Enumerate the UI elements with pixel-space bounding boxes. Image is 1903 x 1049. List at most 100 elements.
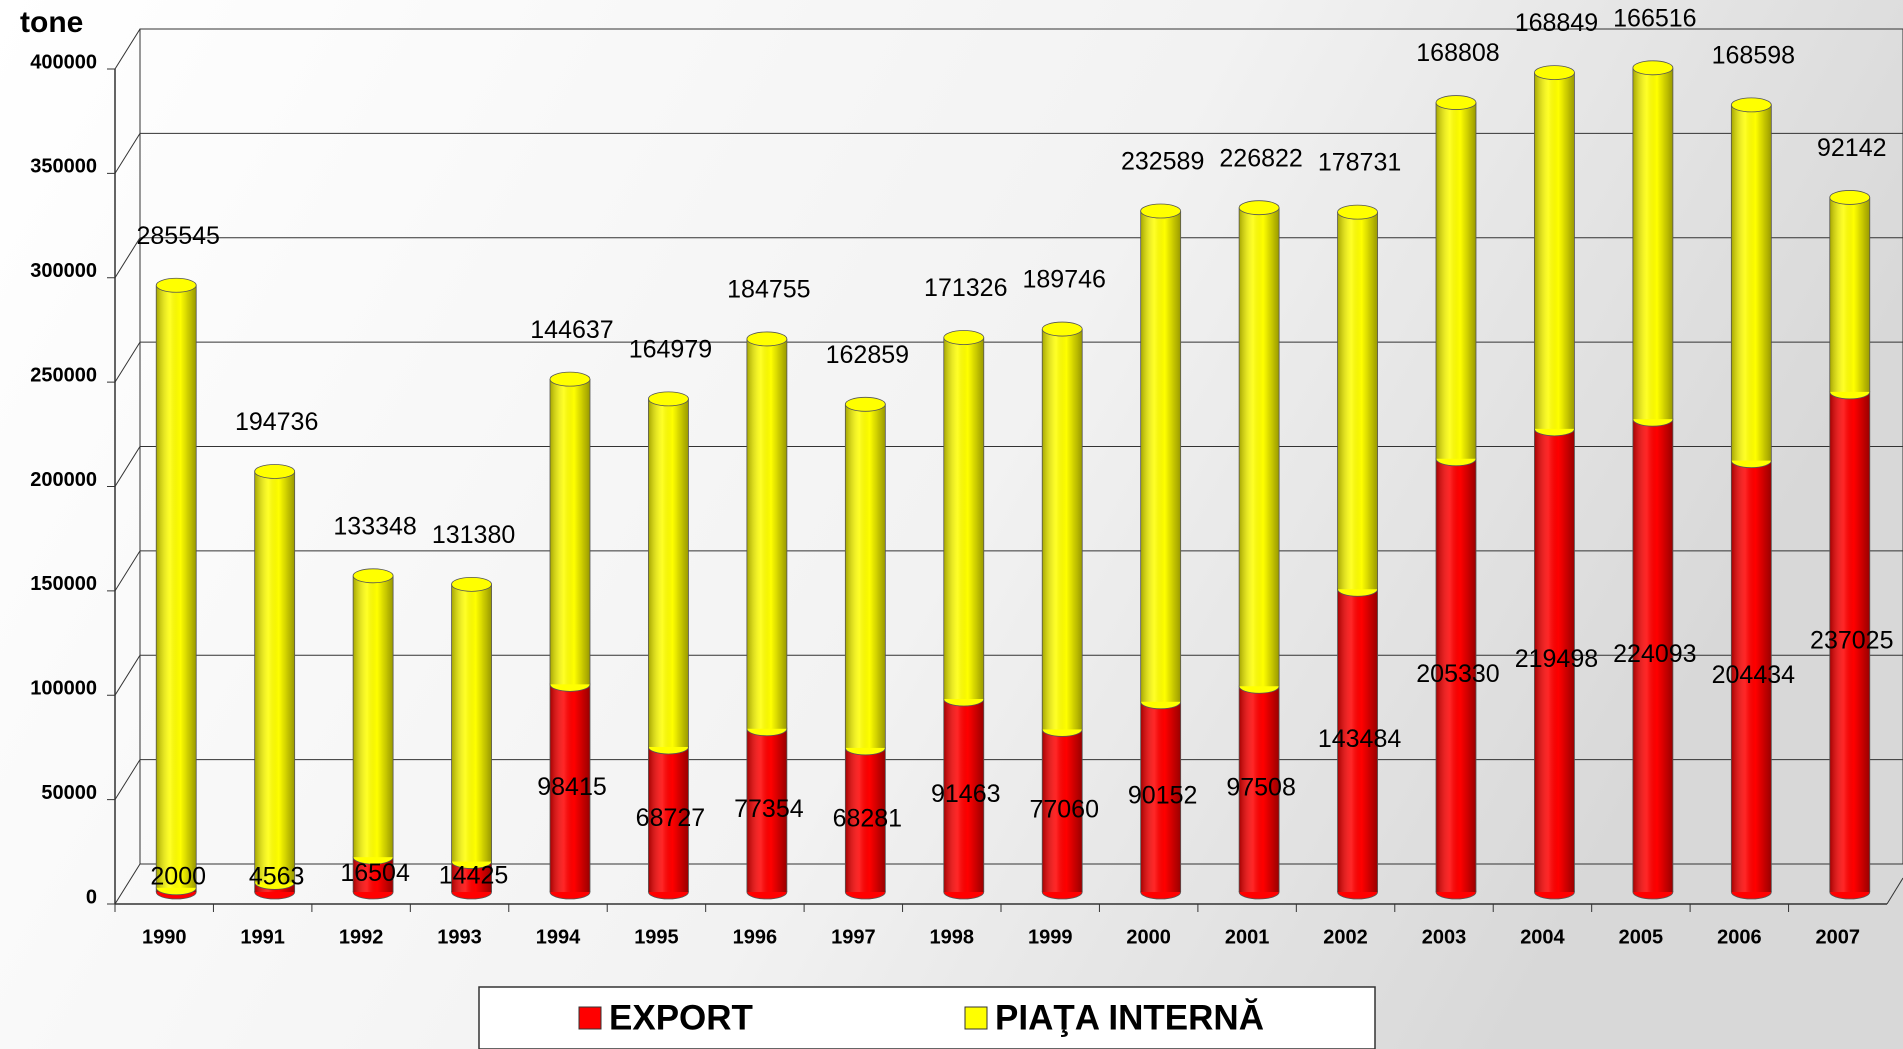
bar-shade xyxy=(550,379,590,685)
x-tick-label: 1993 xyxy=(437,926,482,948)
bar-shade xyxy=(451,584,492,862)
data-label: 98415 xyxy=(537,773,607,801)
data-label: 168808 xyxy=(1416,39,1499,67)
bar-shade xyxy=(353,575,394,858)
grid-line xyxy=(114,759,141,800)
data-label: 224093 xyxy=(1613,640,1696,668)
data-label: 162859 xyxy=(826,341,909,369)
data-label: 237025 xyxy=(1810,627,1893,655)
bar-cap xyxy=(943,330,985,345)
x-tick-label: 1991 xyxy=(240,926,285,948)
x-tick-label: 2005 xyxy=(1619,926,1664,948)
grid-line xyxy=(114,133,141,174)
bar-shade xyxy=(254,471,295,883)
data-label: 166516 xyxy=(1613,4,1696,32)
x-tick-label: 1999 xyxy=(1028,926,1073,948)
grid-line xyxy=(114,550,141,592)
y-tick-label: 350000 xyxy=(30,156,97,178)
bar-shade xyxy=(648,398,689,747)
y-axis-label: tone xyxy=(20,6,83,39)
data-label: 131380 xyxy=(432,521,515,549)
bar-shade xyxy=(1534,428,1575,892)
legend-label: EXPORT xyxy=(609,998,753,1037)
data-label: 133348 xyxy=(333,512,416,540)
bar-cap xyxy=(1730,97,1772,113)
data-label: 4563 xyxy=(249,863,305,891)
data-label: 171326 xyxy=(924,274,1007,302)
bar-cap xyxy=(1534,65,1575,80)
bar-shade xyxy=(943,699,984,892)
data-label: 2000 xyxy=(150,863,206,891)
bar-shade xyxy=(943,337,984,700)
bar-cap xyxy=(155,277,197,293)
plot: 0 50000 100000 150000 200000 250000 300000 3500… xyxy=(30,4,1903,948)
bar-shade xyxy=(746,728,787,892)
data-label: 68281 xyxy=(833,805,903,833)
data-label: 164979 xyxy=(629,335,712,363)
bar-shade xyxy=(1829,391,1870,892)
data-label: 68727 xyxy=(636,804,706,832)
data-label: 232589 xyxy=(1121,148,1204,176)
legend-label: PIAŢA INTERNĂ xyxy=(995,998,1264,1037)
x-tick-label: 1994 xyxy=(536,926,581,948)
data-label: 16504 xyxy=(340,859,410,887)
x-tick-label: 1997 xyxy=(831,926,876,948)
bar-cap xyxy=(1337,204,1378,220)
bar-shade xyxy=(1042,729,1083,892)
data-label: 184755 xyxy=(727,276,810,304)
data-label: 168598 xyxy=(1712,42,1795,70)
bar-shade xyxy=(1436,102,1476,459)
bar-shade xyxy=(1534,72,1575,429)
bar-cap xyxy=(844,396,886,412)
bar-cap xyxy=(1632,60,1674,76)
y-tick-label: 0 xyxy=(86,886,97,908)
x-tick-label: 1990 xyxy=(142,926,187,948)
bar-cap xyxy=(352,568,394,584)
data-label: 194736 xyxy=(235,408,318,436)
grid-line xyxy=(114,28,141,70)
data-label: 285545 xyxy=(137,222,220,250)
data-label: 92142 xyxy=(1817,134,1887,162)
bar-shade xyxy=(1239,207,1280,687)
data-label: 226822 xyxy=(1219,144,1302,172)
bar-shade xyxy=(550,684,590,892)
data-label: 77060 xyxy=(1029,795,1099,823)
data-label: 178731 xyxy=(1318,149,1401,177)
data-label: 77354 xyxy=(734,795,804,823)
data-label: 168849 xyxy=(1515,9,1598,37)
x-tick-label: 2001 xyxy=(1225,926,1270,948)
bar-shade xyxy=(1632,67,1673,420)
bar-cap xyxy=(746,331,788,347)
legend-swatch xyxy=(964,1006,988,1030)
x-tick-label: 1996 xyxy=(733,926,778,948)
bar-cap xyxy=(254,464,296,479)
bar-cap xyxy=(451,576,492,592)
bar-shade xyxy=(1042,329,1083,730)
bar-cap xyxy=(1041,321,1083,337)
data-label: 91463 xyxy=(931,780,1001,808)
x-tick-label: 2006 xyxy=(1717,926,1762,948)
bar-shade xyxy=(1436,458,1476,892)
data-label: 189746 xyxy=(1023,266,1106,294)
x-tick-label: 2004 xyxy=(1520,926,1565,948)
grid-line xyxy=(114,237,141,279)
y-tick-label: 50000 xyxy=(41,782,97,804)
bar-shade xyxy=(1140,211,1181,702)
y-tick-label: 300000 xyxy=(30,260,97,282)
data-label: 219498 xyxy=(1515,645,1598,673)
bar-cap xyxy=(549,371,591,387)
x-tick-label: 2007 xyxy=(1816,926,1861,948)
grid-line xyxy=(114,654,141,696)
bar-shade xyxy=(648,746,689,892)
x-tick-label: 2002 xyxy=(1323,926,1368,948)
bar-shade xyxy=(1337,589,1378,892)
x-tick-label: 2000 xyxy=(1126,926,1171,948)
x-tick-label: 1998 xyxy=(930,926,975,948)
x-tick-label: 1992 xyxy=(339,926,384,948)
data-label: 143484 xyxy=(1318,725,1402,753)
bar-cap xyxy=(1238,200,1280,216)
floor-edge xyxy=(1886,877,1903,905)
bar-shade xyxy=(1239,686,1280,892)
